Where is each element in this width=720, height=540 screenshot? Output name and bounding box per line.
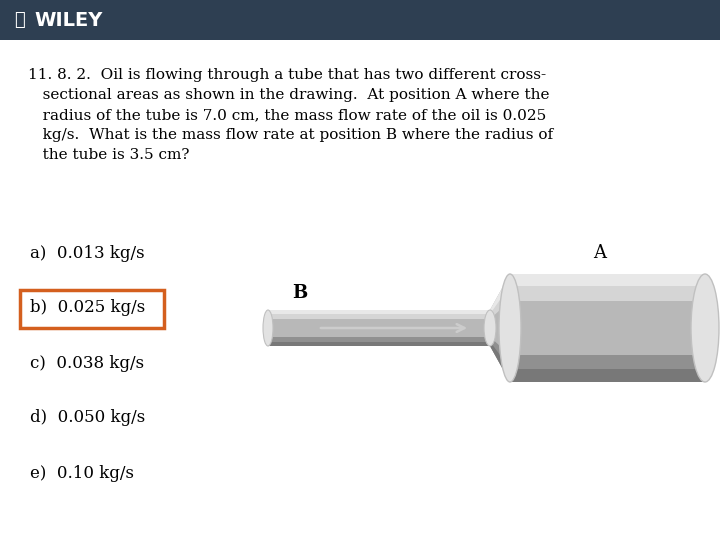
- Text: 11. 8. 2.  Oil is flowing through a tube that has two different cross-: 11. 8. 2. Oil is flowing through a tube …: [28, 68, 546, 82]
- Text: e)  0.10 kg/s: e) 0.10 kg/s: [30, 464, 134, 482]
- Text: c)  0.038 kg/s: c) 0.038 kg/s: [30, 354, 144, 372]
- Text: A: A: [593, 244, 606, 262]
- Bar: [268, 310, 490, 314]
- Bar: [0, 0, 720, 40]
- Text: d)  0.050 kg/s: d) 0.050 kg/s: [30, 409, 145, 427]
- Bar: [268, 310, 490, 319]
- Polygon shape: [490, 341, 510, 382]
- Text: the tube is 3.5 cm?: the tube is 3.5 cm?: [28, 148, 189, 162]
- Bar: [510, 368, 705, 382]
- Text: radius of the tube is 7.0 cm, the mass flow rate of the oil is 0.025: radius of the tube is 7.0 cm, the mass f…: [28, 108, 546, 122]
- Text: ⓦ: ⓦ: [14, 11, 24, 29]
- Bar: [510, 355, 705, 382]
- Polygon shape: [490, 274, 510, 314]
- Bar: [268, 341, 490, 346]
- Bar: [268, 337, 490, 346]
- Text: a)  0.013 kg/s: a) 0.013 kg/s: [30, 245, 145, 261]
- Ellipse shape: [499, 274, 521, 382]
- Polygon shape: [490, 337, 510, 382]
- Polygon shape: [490, 274, 510, 382]
- Bar: [510, 274, 705, 382]
- Bar: [268, 310, 490, 346]
- Text: sectional areas as shown in the drawing.  At position A where the: sectional areas as shown in the drawing.…: [28, 88, 549, 102]
- Text: WILEY: WILEY: [34, 10, 102, 30]
- Bar: [510, 274, 705, 286]
- FancyBboxPatch shape: [20, 290, 164, 328]
- Ellipse shape: [484, 310, 496, 346]
- Text: b)  0.025 kg/s: b) 0.025 kg/s: [30, 300, 145, 316]
- Ellipse shape: [263, 310, 273, 346]
- Bar: [510, 274, 705, 301]
- Text: kg/s.  What is the mass flow rate at position B where the radius of: kg/s. What is the mass flow rate at posi…: [28, 128, 553, 142]
- Ellipse shape: [691, 274, 719, 382]
- Polygon shape: [490, 274, 510, 319]
- Text: B: B: [292, 284, 307, 302]
